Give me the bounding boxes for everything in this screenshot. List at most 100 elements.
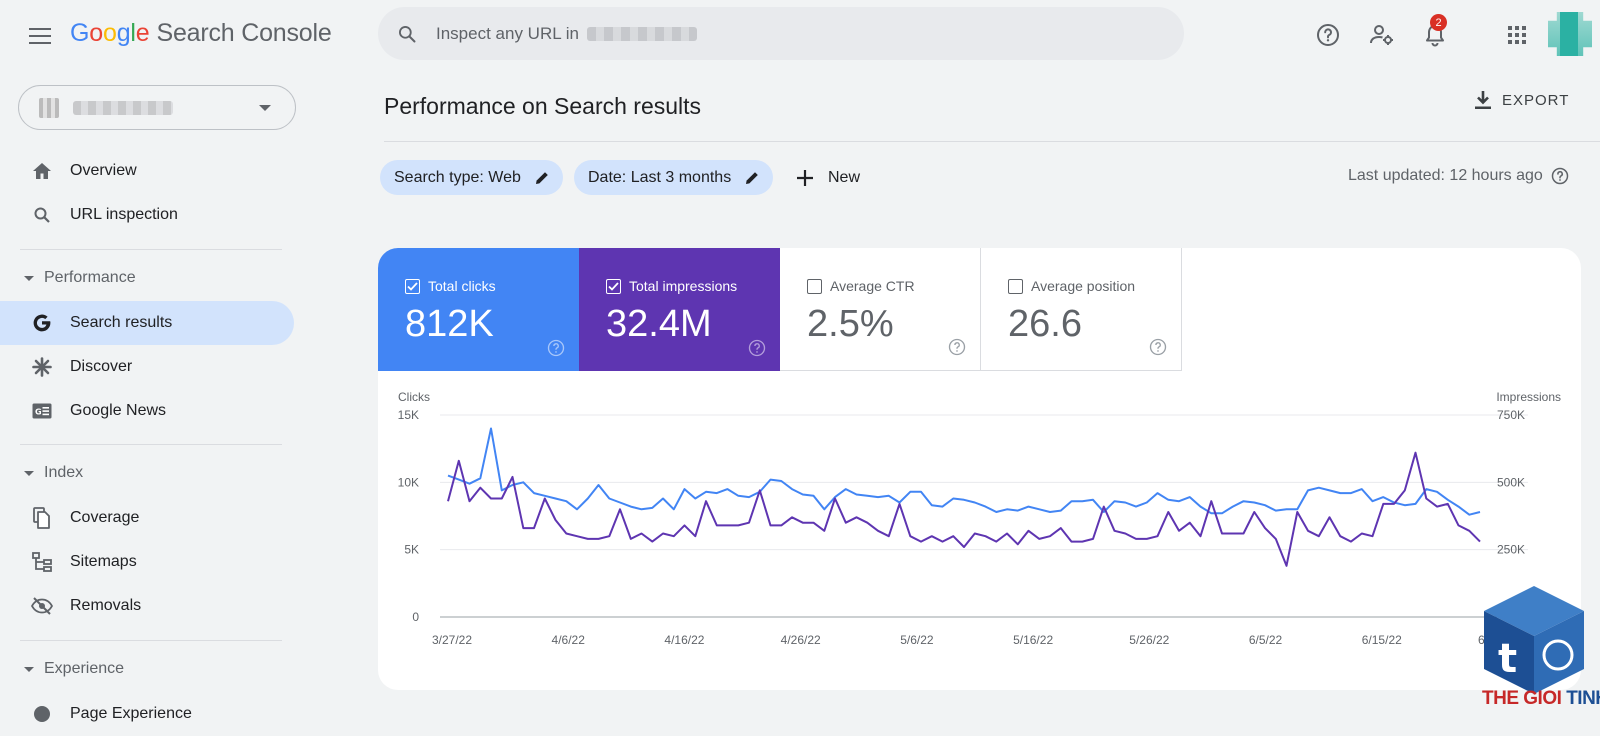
coverage-icon <box>33 507 50 529</box>
property-favicon <box>39 97 59 118</box>
metric-checkbox[interactable] <box>405 278 420 294</box>
sidebar-divider <box>20 249 282 250</box>
account-avatar[interactable] <box>1548 12 1592 56</box>
home-icon <box>33 163 51 179</box>
x-axis-tick-label: 5/16/22 <box>1013 633 1053 647</box>
hamburger-icon <box>29 28 51 44</box>
x-axis-ticks: 3/27/22 4/6/22 4/16/22 4/26/22 5/6/22 5/16/22… <box>432 633 1518 647</box>
right-axis-tick-label: 500K <box>1497 475 1525 489</box>
help-icon[interactable] <box>1149 338 1167 356</box>
sidebar-item-url-inspection[interactable]: URL inspection <box>0 193 294 237</box>
metric-checkbox[interactable] <box>1008 278 1023 294</box>
sidebar-item-discover[interactable]: Discover <box>0 345 294 389</box>
performance-card: Total clicks 812K Total impressions 32.4… <box>378 248 1581 690</box>
edit-pencil-icon <box>746 171 758 184</box>
main-menu-button[interactable] <box>22 18 58 54</box>
help-icon <box>1317 24 1339 46</box>
metric-value: 812K <box>405 303 494 345</box>
sidebar-item-google-news[interactable]: G Google News <box>0 389 294 433</box>
export-label: EXPORT <box>1502 91 1570 109</box>
series-line-clicks[interactable] <box>447 427 1481 516</box>
search-icon <box>399 25 416 42</box>
help-icon[interactable] <box>547 339 565 357</box>
left-axis-tick-label: 10K <box>398 475 419 489</box>
sidebar-item-overview[interactable]: Overview <box>0 149 294 193</box>
svg-text:G: G <box>35 408 42 417</box>
sidebar-section-index[interactable]: Index <box>0 458 294 488</box>
metric-value: 32.4M <box>606 303 712 345</box>
chart-series <box>447 427 1481 567</box>
left-axis-title: Clicks <box>398 390 430 404</box>
x-axis-tick-label: 4/16/22 <box>664 633 704 647</box>
grid-lines <box>440 414 1528 618</box>
help-icon[interactable] <box>1551 167 1569 185</box>
help-icon[interactable] <box>748 339 766 357</box>
left-axis-tick-label: 15K <box>398 408 419 422</box>
sidebar-divider <box>20 444 282 445</box>
right-axis-title: Impressions <box>1496 390 1561 404</box>
top-bar: Google Search Console Inspect any URL in … <box>0 0 1600 70</box>
search-type-filter-chip[interactable]: Search type: Web <box>380 160 563 195</box>
right-axis-tick-label: 250K <box>1497 543 1525 557</box>
edit-pencil-icon <box>535 171 548 184</box>
metric-value: 2.5% <box>807 303 894 345</box>
property-name-redacted <box>73 100 173 115</box>
x-axis-tick-label: 6/15/22 <box>1362 633 1402 647</box>
x-axis-tick-label: 5/6/22 <box>900 633 934 647</box>
apps-button[interactable] <box>1498 16 1536 54</box>
page-title: Performance on Search results <box>384 93 702 119</box>
performance-line-chart[interactable]: Clicks Impressions 15K 10K 5K 0 750K 500K 250… <box>378 368 1581 690</box>
new-filter-button[interactable]: New <box>796 160 860 195</box>
search-console-logo[interactable]: Google Search Console <box>70 19 332 47</box>
left-axis-tick-label: 0 <box>412 610 419 624</box>
google-g-icon <box>33 314 51 332</box>
date-filter-chip[interactable]: Date: Last 3 months <box>574 160 774 195</box>
property-selector[interactable] <box>18 85 296 130</box>
product-name: Search Console <box>156 19 332 47</box>
metric-value: 26.6 <box>1008 303 1082 345</box>
last-updated-status: Last updated: 12 hours ago <box>1348 167 1569 185</box>
sidebar-section-performance[interactable]: Performance <box>0 263 294 293</box>
collapse-arrow-icon <box>24 470 34 476</box>
metric-average-position[interactable]: Average position 26.6 <box>981 248 1182 371</box>
search-placeholder[interactable]: Inspect any URL in <box>436 23 579 43</box>
sidebar-divider <box>20 640 282 641</box>
asterisk-icon <box>32 357 52 377</box>
help-button[interactable] <box>1309 16 1347 54</box>
redacted-domain <box>587 26 697 41</box>
svg-text:t: t <box>1498 636 1517 682</box>
sidebar-section-experience[interactable]: Experience <box>0 654 294 684</box>
right-axis-ticks: 750K 500K 250K <box>1497 408 1525 557</box>
x-axis-tick-label: 6/5/22 <box>1249 633 1283 647</box>
users-settings-button[interactable] <box>1363 16 1401 54</box>
eye-off-icon <box>31 597 53 615</box>
check-icon <box>407 281 418 291</box>
check-icon <box>608 281 619 291</box>
search-icon <box>34 207 50 223</box>
sidebar-item-removals[interactable]: Removals <box>0 584 294 628</box>
metric-average-ctr[interactable]: Average CTR 2.5% <box>780 248 981 371</box>
export-button[interactable]: EXPORT <box>1474 90 1569 110</box>
right-axis-tick-label: 750K <box>1497 408 1525 422</box>
x-axis-tick-label: 5/26/22 <box>1129 633 1169 647</box>
plus-icon <box>797 169 813 186</box>
collapse-arrow-icon <box>24 666 34 672</box>
download-icon <box>1475 91 1491 109</box>
watermark-text: THE GIOI TINHOC <box>1482 688 1600 709</box>
sidebar-item-coverage[interactable]: Coverage <box>0 496 294 540</box>
manage-users-icon <box>1370 25 1393 45</box>
help-icon[interactable] <box>948 338 966 356</box>
sitemap-icon <box>32 552 52 572</box>
sidebar-item-sitemaps[interactable]: Sitemaps <box>0 540 294 584</box>
sidebar-item-search-results[interactable]: Search results <box>0 301 294 345</box>
url-inspect-search-bar[interactable]: Inspect any URL in <box>378 7 1184 60</box>
metric-checkbox[interactable] <box>606 278 621 294</box>
metric-total-clicks[interactable]: Total clicks 812K <box>378 248 579 371</box>
metric-checkbox[interactable] <box>807 278 822 294</box>
watermark-cube-logo: t <box>1484 586 1584 694</box>
metric-total-impressions[interactable]: Total impressions 32.4M <box>579 248 780 371</box>
series-line-impressions[interactable] <box>447 451 1481 567</box>
sidebar-item-page-experience[interactable]: Page Experience <box>0 692 294 736</box>
x-axis-tick-label: 4/6/22 <box>552 633 586 647</box>
header-divider <box>384 141 1600 142</box>
